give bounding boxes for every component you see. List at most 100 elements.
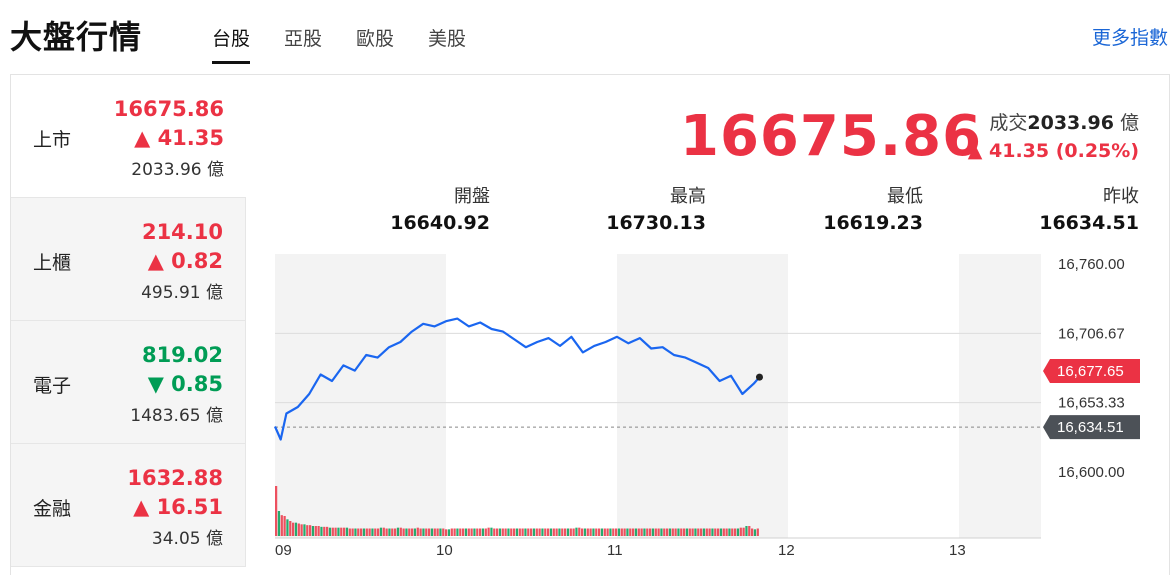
volume-bar bbox=[652, 529, 654, 537]
volume-bar bbox=[499, 529, 501, 537]
volume-bar bbox=[510, 529, 512, 537]
volume-bar bbox=[335, 528, 337, 536]
volume-bar bbox=[431, 529, 433, 537]
volume-bar bbox=[329, 528, 331, 536]
volume-bar bbox=[643, 529, 645, 537]
volume-bar bbox=[578, 528, 580, 536]
volume-bar bbox=[567, 529, 569, 537]
prev-close-tag-text: 16,634.51 bbox=[1057, 419, 1124, 436]
volume-bar bbox=[493, 529, 495, 537]
volume-bar bbox=[544, 529, 546, 537]
volume-bar bbox=[298, 524, 300, 537]
volume-bar bbox=[728, 529, 730, 537]
volume-bar bbox=[737, 529, 739, 537]
volume-bar bbox=[374, 529, 376, 537]
volume-bar bbox=[604, 529, 606, 537]
volume-bar bbox=[349, 529, 351, 537]
volume-bar bbox=[303, 524, 305, 536]
volume-bar bbox=[618, 529, 620, 537]
volume-bar bbox=[456, 529, 458, 537]
volume-bar bbox=[428, 529, 430, 537]
volume-bar bbox=[403, 529, 405, 537]
volume-bar bbox=[465, 529, 467, 537]
volume-bar bbox=[284, 516, 286, 536]
volume-bar bbox=[609, 529, 611, 537]
volume-bar bbox=[289, 521, 291, 536]
volume-bar bbox=[575, 528, 577, 536]
volume-bar bbox=[502, 529, 504, 537]
volume-bar bbox=[714, 529, 716, 537]
volume-bar bbox=[386, 529, 388, 537]
volume-bar bbox=[547, 529, 549, 537]
volume-bar bbox=[292, 523, 294, 536]
volume-bar bbox=[635, 529, 637, 537]
volume-bar bbox=[539, 529, 541, 537]
volume-bar bbox=[318, 526, 320, 536]
volume-bar bbox=[734, 529, 736, 537]
volume-bar bbox=[672, 529, 674, 537]
volume-bar bbox=[564, 529, 566, 537]
volume-bar bbox=[587, 529, 589, 537]
volume-bar bbox=[666, 529, 668, 537]
volume-bar bbox=[748, 526, 750, 536]
volume-bar bbox=[408, 529, 410, 537]
volume-bar bbox=[703, 529, 705, 537]
volume-bar bbox=[309, 525, 311, 536]
hour-band bbox=[617, 254, 788, 538]
volume-bar bbox=[462, 529, 464, 537]
volume-bar bbox=[488, 528, 490, 536]
volume-bar bbox=[388, 529, 390, 537]
volume-bar bbox=[530, 529, 532, 537]
volume-bar bbox=[683, 529, 685, 537]
volume-bar bbox=[312, 526, 314, 536]
volume-bar bbox=[550, 529, 552, 537]
y-tick-label: 16,600.00 bbox=[1058, 464, 1125, 481]
volume-bar bbox=[473, 529, 475, 537]
current-price-tag: 16,677.65 bbox=[1043, 359, 1140, 383]
volume-bar bbox=[533, 529, 535, 537]
volume-bar bbox=[332, 528, 334, 536]
x-tick-label: 09 bbox=[275, 542, 292, 559]
volume-bar bbox=[352, 529, 354, 537]
volume-bar bbox=[451, 529, 453, 537]
volume-bar bbox=[471, 529, 473, 537]
volume-bar bbox=[326, 527, 328, 536]
volume-bar bbox=[621, 529, 623, 537]
volume-bar bbox=[731, 529, 733, 537]
volume-bar bbox=[663, 529, 665, 537]
volume-bar bbox=[624, 529, 626, 537]
y-tick-label: 16,653.33 bbox=[1058, 395, 1125, 412]
volume-bar bbox=[601, 529, 603, 537]
volume-bar bbox=[337, 528, 339, 536]
volume-bar bbox=[541, 529, 543, 537]
volume-bar bbox=[323, 527, 325, 536]
volume-bar bbox=[275, 486, 277, 536]
volume-bar bbox=[281, 515, 283, 536]
last-price-dot bbox=[756, 374, 763, 381]
volume-bar bbox=[757, 529, 759, 537]
volume-bar bbox=[485, 529, 487, 537]
volume-bar bbox=[278, 511, 280, 536]
volume-bar bbox=[295, 523, 297, 536]
volume-bar bbox=[697, 529, 699, 537]
volume-bar bbox=[411, 529, 413, 537]
volume-bar bbox=[394, 529, 396, 537]
current-price-tag-text: 16,677.65 bbox=[1057, 363, 1124, 380]
volume-bar bbox=[383, 528, 385, 536]
x-tick-label: 12 bbox=[778, 542, 795, 559]
volume-bar bbox=[391, 529, 393, 537]
volume-bar bbox=[592, 529, 594, 537]
volume-bar bbox=[445, 529, 447, 536]
volume-bar bbox=[437, 529, 439, 537]
volume-bar bbox=[414, 529, 416, 537]
volume-bar bbox=[629, 529, 631, 537]
volume-bar bbox=[615, 529, 617, 537]
volume-bar bbox=[527, 529, 529, 537]
volume-bar bbox=[669, 529, 671, 537]
volume-bar bbox=[420, 529, 422, 537]
volume-bar bbox=[649, 529, 651, 537]
volume-bar bbox=[380, 528, 382, 536]
volume-bar bbox=[680, 529, 682, 537]
volume-bar bbox=[590, 529, 592, 537]
